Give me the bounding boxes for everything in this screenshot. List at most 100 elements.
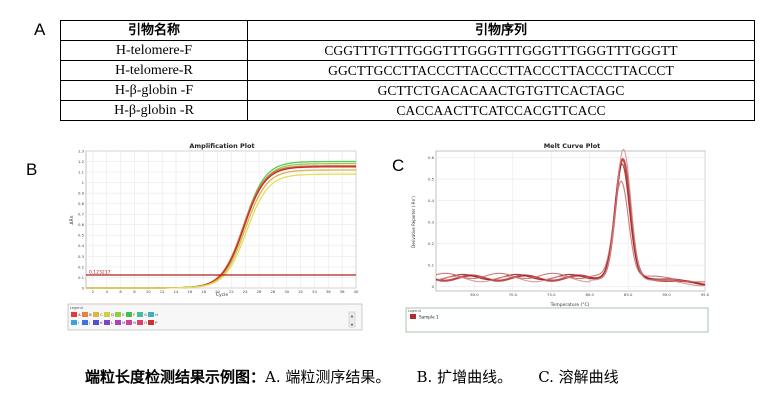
well-swatch-L[interactable]: [104, 320, 110, 325]
y-tick-label: 0.2: [428, 241, 435, 246]
x-tick-label: 36: [326, 289, 331, 294]
melt-curve-plot: Melt Curve Plot 0 0.1 0.2 0.3 0.4 0.5 0.6 65.0 7…: [405, 142, 710, 333]
y-tick-label: 0.3: [428, 219, 435, 224]
well-label-K: K: [100, 321, 103, 325]
x-tick-label: 26: [257, 289, 262, 294]
caption-title: 端粒长度检测结果示例图：: [85, 368, 266, 386]
panel-label-a: A: [34, 20, 46, 39]
primer-name: H-β-globin -R: [60, 100, 248, 121]
x-tick-label: 2: [92, 289, 95, 294]
amplification-plot-area: [85, 150, 357, 289]
x-tick-label: 16: [187, 289, 192, 294]
y-tick-label: 0.4: [428, 198, 435, 203]
y-tick-label: 0.7: [78, 212, 85, 217]
well-swatch-G[interactable]: [137, 312, 143, 317]
x-tick-label: 22: [229, 289, 234, 294]
melt-xlabel: Temperature (°C): [550, 302, 590, 308]
y-tick-label: 0: [82, 285, 85, 290]
y-tick-label: 0.1: [428, 263, 435, 268]
primer-sequence: GGCTTGCCTTACCCTTACCCTTACCCTTACCCTTACCCT: [247, 60, 755, 81]
x-tick-label: 70.0: [509, 292, 518, 297]
well-swatch-I[interactable]: [71, 320, 77, 325]
melt-curve-4[interactable]: [435, 180, 705, 283]
table-row: H-telomere-R GGCTTGCCTTACCCTTACCCTTACCCT…: [60, 60, 755, 81]
well-label-O: O: [144, 321, 147, 325]
well-swatch-C[interactable]: [93, 312, 99, 317]
melt-plot-area: [435, 150, 706, 292]
well-swatch-F[interactable]: [126, 312, 132, 317]
well-swatch-D[interactable]: [104, 312, 110, 317]
melt-title: Melt Curve Plot: [544, 142, 601, 150]
well-label-F: F: [133, 313, 135, 317]
primer-name: H-telomere-F: [60, 40, 248, 61]
primer-sequence: CGGTTTGTTTGGGTTTGGGTTTGGGTTTGGGTTTGGGTT: [247, 40, 755, 61]
x-tick-label: 34: [312, 289, 317, 294]
well-label-J: J: [88, 321, 90, 325]
amplification-ylabel: ΔRn: [69, 215, 75, 224]
x-tick-label: 20: [215, 289, 220, 294]
y-tick-label: 0.1: [78, 275, 85, 280]
x-tick-label: 10: [146, 289, 151, 294]
melt-curve-3[interactable]: [435, 148, 705, 287]
x-tick-label: 90.0: [662, 292, 671, 297]
well-swatch-J[interactable]: [82, 320, 88, 325]
well-swatch-O[interactable]: [137, 320, 143, 325]
x-tick-label: 32: [298, 289, 303, 294]
x-tick-label: 4: [106, 289, 109, 294]
well-swatch-N[interactable]: [126, 320, 132, 325]
x-tick-label: 80.0: [585, 292, 594, 297]
y-tick-label: 0.5: [78, 233, 85, 238]
sample-legend-label: Sample 1: [419, 315, 439, 320]
y-tick-label: 0: [432, 284, 435, 289]
well-legend-header: Legend: [70, 306, 83, 310]
well-swatch-B[interactable]: [82, 312, 88, 317]
x-tick-label: 95.0: [701, 292, 710, 297]
primer-sequence: CACCAACTTCATCCACGTTCACC: [247, 100, 755, 121]
amplification-curve-6[interactable]: [86, 173, 356, 289]
x-tick-label: 14: [174, 289, 179, 294]
x-tick-label: 24: [243, 289, 248, 294]
table-row: H-telomere-F CGGTTTGTTTGGGTTTGGGTTTGGGTT…: [60, 40, 755, 61]
x-tick-label: 65.0: [470, 292, 479, 297]
well-label-I: I: [78, 321, 79, 325]
scroll-down-icon[interactable]: ▼: [351, 323, 354, 327]
panel-label-c: C: [392, 156, 405, 175]
scroll-up-icon[interactable]: ▲: [351, 314, 354, 318]
well-swatch-K[interactable]: [93, 320, 99, 325]
well-swatch-M[interactable]: [115, 320, 121, 325]
well-label-M: M: [122, 321, 125, 325]
well-swatch-H[interactable]: [148, 312, 154, 317]
caption-part-a: A. 端粒测序结果。: [265, 368, 391, 386]
well-swatch-P[interactable]: [148, 320, 154, 325]
amplification-plot: Amplification Plot 0 0.1 0.2 0.3 0.4 0.5 0.6 0.…: [67, 142, 363, 331]
well-label-C: C: [100, 313, 103, 317]
y-tick-label: 0.5: [428, 176, 435, 181]
column-header-primer-name: 引物名称: [60, 20, 248, 41]
well-legend-box: [67, 303, 363, 331]
table-row: H-β-globin -F GCTTCTGACACAACTGTGTTCACTAG…: [60, 80, 755, 101]
x-tick-label: 38: [340, 289, 345, 294]
y-tick-label: 1.3: [78, 148, 85, 153]
well-label-G: G: [144, 313, 147, 317]
sample-legend-box: [405, 307, 709, 333]
x-tick-label: 85.0: [624, 292, 633, 297]
threshold-label: 0.123217: [89, 270, 111, 276]
well-label-A: A: [78, 313, 81, 317]
melt-curve-2[interactable]: [435, 163, 706, 285]
y-tick-label: 0.6: [428, 155, 435, 160]
y-tick-label: 1: [82, 180, 85, 185]
primer-name: H-β-globin -F: [60, 80, 248, 101]
caption-part-b: B. 扩增曲线。: [416, 368, 513, 386]
figure-caption: 端粒长度检测结果示例图：A. 端粒测序结果。 B. 扩增曲线。 C. 溶解曲线: [85, 366, 619, 387]
panel-label-b: B: [26, 160, 38, 179]
well-label-L: L: [111, 321, 113, 325]
well-label-H: H: [155, 313, 158, 317]
y-tick-label: 0.3: [78, 254, 85, 259]
legend-scrollbar[interactable]: [348, 311, 356, 328]
well-swatch-E[interactable]: [115, 312, 121, 317]
x-tick-label: 30: [284, 289, 289, 294]
x-tick-label: 18: [201, 289, 206, 294]
well-swatch-A[interactable]: [71, 312, 77, 317]
y-tick-label: 1.1: [78, 169, 85, 174]
table-row: H-β-globin -R CACCAACTTCATCCACGTTCACC: [60, 100, 755, 121]
